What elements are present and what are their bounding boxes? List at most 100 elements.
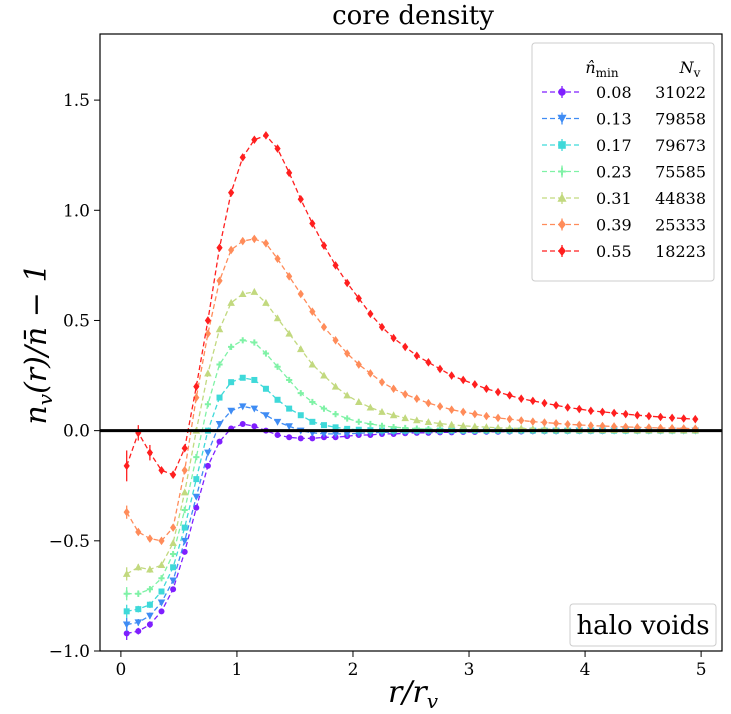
data-point [228,188,235,197]
data-point [216,361,223,368]
data-point [378,377,386,387]
data-point [193,393,200,402]
data-point [320,422,327,429]
data-point [134,619,143,627]
data-point [459,421,467,429]
y-axis-label: nv(r)/n̄ − 1 [19,263,57,424]
data-point [558,219,566,230]
data-point [193,382,200,391]
data-point [587,406,594,416]
legend-nv-value: 25333 [655,216,706,235]
data-point [239,421,246,428]
data-point [286,168,293,178]
data-point [286,405,293,412]
data-point [645,411,652,421]
chart-title: core density [332,1,494,31]
data-point [170,523,177,532]
data-point [634,410,641,420]
data-point [158,588,165,595]
legend-nv-value: 75585 [655,163,706,182]
data-point [460,375,467,385]
data-point [558,167,566,176]
y-tick-label: 0.5 [63,311,90,331]
data-point [599,407,606,417]
y-tick-label: 0.0 [63,422,90,442]
x-tick-label: 2 [348,660,359,680]
data-point [494,413,502,423]
data-point [170,586,177,593]
legend-nmin-value: 0.23 [596,163,632,182]
data-point [158,466,165,475]
data-point [273,314,282,322]
data-point [239,374,246,381]
data-point [262,350,270,357]
data-point [286,434,293,441]
data-point [344,349,351,358]
data-point [204,369,212,377]
data-point [169,577,177,585]
data-point [239,236,246,246]
data-point [262,412,270,420]
y-tick-label: −1.0 [49,642,90,662]
data-point [146,621,153,628]
data-point [285,423,293,431]
data-point [558,245,566,257]
data-point [552,419,560,428]
data-point [494,387,502,397]
data-point [355,294,362,303]
legend-entry: 0.31 44838 [542,189,706,208]
data-point [448,371,455,380]
data-point [471,380,478,389]
legend-nv-value: 79858 [655,110,706,129]
data-point [157,599,166,607]
legend-entry: 0.55 18223 [542,242,706,261]
legend-box [531,42,715,282]
data-point [204,449,212,457]
data-point [610,408,618,418]
data-point [692,414,699,424]
legend-nmin-value: 0.08 [596,83,632,102]
data-point [181,466,188,475]
data-point [355,360,362,369]
data-point [297,412,304,419]
data-point [367,369,374,378]
x-axis-label: r/rv [388,675,439,713]
data-point [506,414,513,424]
data-point [146,601,153,608]
data-point [216,438,223,445]
data-point [366,403,375,411]
data-point [557,193,567,202]
data-point [134,563,143,571]
data-point [238,290,247,298]
x-tick-label: 0 [115,660,126,680]
data-point [331,382,340,390]
x-tick-label: 4 [580,660,591,680]
data-point [285,329,293,337]
data-point [216,276,223,286]
legend-nmin-value: 0.31 [596,189,632,208]
data-point [576,404,583,414]
data-point [402,342,409,352]
data-point [367,309,374,319]
data-point [146,448,153,457]
data-point [344,278,351,288]
legend-entry: 0.13 79858 [542,110,706,129]
data-point [378,422,386,429]
data-point [204,462,211,469]
data-point [320,241,328,250]
legend-nmin-value: 0.55 [596,242,632,261]
data-point [135,628,142,635]
data-point [309,307,316,316]
data-point [274,144,281,153]
data-point [518,394,525,403]
data-point [558,141,566,149]
data-point [251,339,258,346]
legend-nv-value: 31022 [655,83,706,102]
legend-nmin-value: 0.17 [596,136,632,155]
data-point [558,88,566,96]
data-point [239,153,246,162]
data-point [239,337,246,344]
data-point [320,371,328,379]
data-point [135,590,142,597]
